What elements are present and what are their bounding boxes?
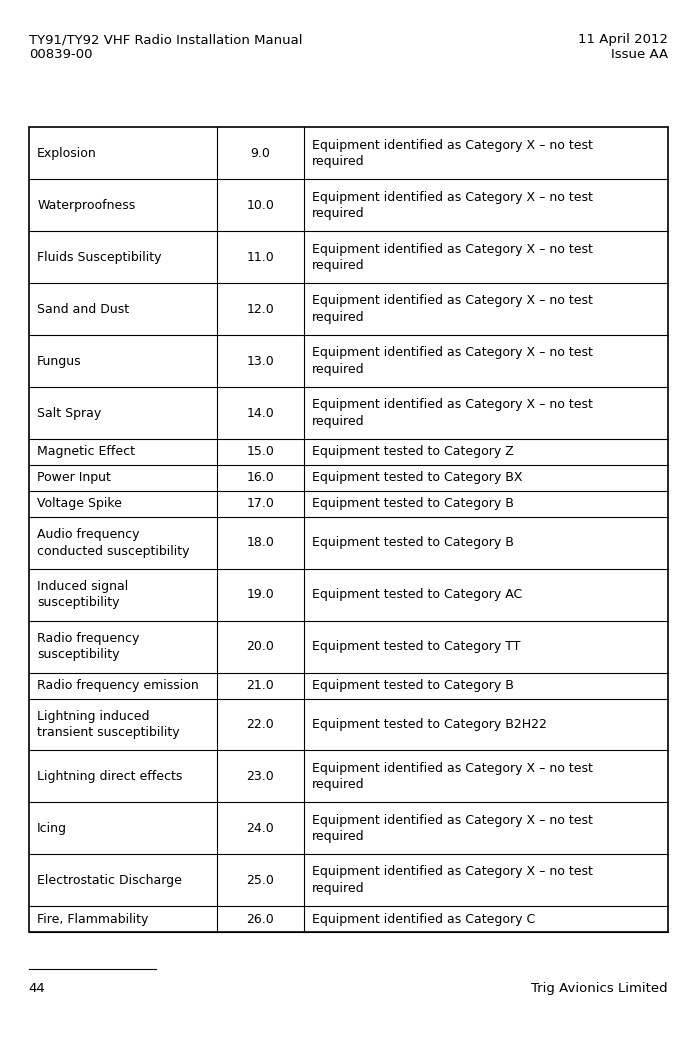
Text: Electrostatic Discharge: Electrostatic Discharge <box>37 874 182 887</box>
Text: Waterproofness: Waterproofness <box>37 199 135 212</box>
Text: Audio frequency
conducted susceptibility: Audio frequency conducted susceptibility <box>37 528 190 558</box>
Text: 15.0: 15.0 <box>247 445 274 459</box>
Text: 20.0: 20.0 <box>247 641 274 653</box>
Text: 26.0: 26.0 <box>247 912 274 926</box>
Text: 16.0: 16.0 <box>247 471 274 485</box>
Text: Fungus: Fungus <box>37 354 82 368</box>
Text: 21.0: 21.0 <box>247 679 274 692</box>
Text: 17.0: 17.0 <box>247 497 274 510</box>
Text: 44: 44 <box>29 982 45 995</box>
Text: Equipment identified as Category X – no test
required: Equipment identified as Category X – no … <box>312 190 593 220</box>
Text: 13.0: 13.0 <box>247 354 274 368</box>
Bar <box>29 127 668 932</box>
Text: Power Input: Power Input <box>37 471 111 485</box>
Text: Equipment identified as Category X – no test
required: Equipment identified as Category X – no … <box>312 346 593 376</box>
Text: Induced signal
susceptibility: Induced signal susceptibility <box>37 580 128 609</box>
Text: Equipment identified as Category X – no test
required: Equipment identified as Category X – no … <box>312 398 593 427</box>
Text: Equipment tested to Category B: Equipment tested to Category B <box>312 497 514 510</box>
Text: Magnetic Effect: Magnetic Effect <box>37 445 135 459</box>
Text: Explosion: Explosion <box>37 147 97 160</box>
Text: 25.0: 25.0 <box>247 874 274 887</box>
Text: 14.0: 14.0 <box>247 407 274 419</box>
Text: Equipment identified as Category X – no test
required: Equipment identified as Category X – no … <box>312 762 593 791</box>
Text: 23.0: 23.0 <box>247 770 274 783</box>
Text: Salt Spray: Salt Spray <box>37 407 102 419</box>
Text: Fluids Susceptibility: Fluids Susceptibility <box>37 251 161 263</box>
Text: 10.0: 10.0 <box>247 199 274 212</box>
Text: 11 April 2012: 11 April 2012 <box>578 33 668 46</box>
Text: Equipment tested to Category TT: Equipment tested to Category TT <box>312 641 520 653</box>
Text: 9.0: 9.0 <box>251 147 271 160</box>
Text: Equipment tested to Category Z: Equipment tested to Category Z <box>312 445 514 459</box>
Text: Equipment tested to Category B: Equipment tested to Category B <box>312 536 514 550</box>
Text: Trig Avionics Limited: Trig Avionics Limited <box>531 982 668 995</box>
Text: Equipment identified as Category X – no test
required: Equipment identified as Category X – no … <box>312 295 593 324</box>
Text: Sand and Dust: Sand and Dust <box>37 303 129 316</box>
Text: Radio frequency
susceptibility: Radio frequency susceptibility <box>37 632 139 661</box>
Text: Issue AA: Issue AA <box>611 48 668 61</box>
Text: Equipment identified as Category X – no test
required: Equipment identified as Category X – no … <box>312 242 593 272</box>
Text: Equipment tested to Category B2H22: Equipment tested to Category B2H22 <box>312 718 547 732</box>
Text: Equipment identified as Category X – no test
required: Equipment identified as Category X – no … <box>312 865 593 895</box>
Text: Equipment identified as Category C: Equipment identified as Category C <box>312 912 535 926</box>
Text: Equipment tested to Category B: Equipment tested to Category B <box>312 679 514 692</box>
Text: Equipment identified as Category X – no test
required: Equipment identified as Category X – no … <box>312 139 593 168</box>
Text: 24.0: 24.0 <box>247 821 274 835</box>
Text: Fire, Flammability: Fire, Flammability <box>37 912 148 926</box>
Text: 12.0: 12.0 <box>247 303 274 316</box>
Text: 19.0: 19.0 <box>247 588 274 601</box>
Text: Icing: Icing <box>37 821 67 835</box>
Text: 18.0: 18.0 <box>247 536 274 550</box>
Text: 22.0: 22.0 <box>247 718 274 732</box>
Text: 11.0: 11.0 <box>247 251 274 263</box>
Text: Lightning induced
transient susceptibility: Lightning induced transient susceptibili… <box>37 710 180 739</box>
Text: Equipment identified as Category X – no test
required: Equipment identified as Category X – no … <box>312 814 593 843</box>
Text: TY91/TY92 VHF Radio Installation Manual: TY91/TY92 VHF Radio Installation Manual <box>29 33 302 46</box>
Text: Voltage Spike: Voltage Spike <box>37 497 122 510</box>
Text: Equipment tested to Category AC: Equipment tested to Category AC <box>312 588 522 601</box>
Text: Radio frequency emission: Radio frequency emission <box>37 679 199 692</box>
Text: 00839-00: 00839-00 <box>29 48 92 61</box>
Text: Equipment tested to Category BX: Equipment tested to Category BX <box>312 471 522 485</box>
Text: Lightning direct effects: Lightning direct effects <box>37 770 183 783</box>
